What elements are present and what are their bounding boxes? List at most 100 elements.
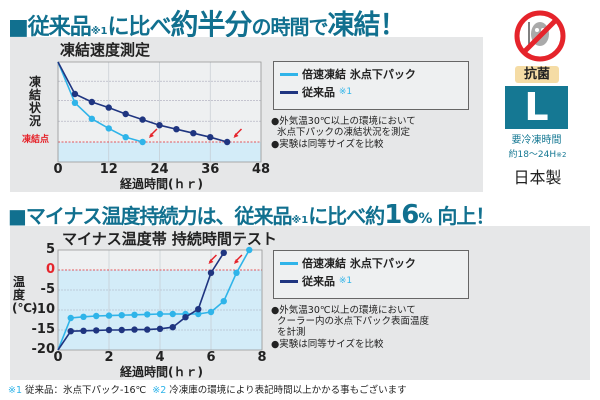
x-tick-label: 6 [206, 350, 216, 365]
origin-label: 日本製 [513, 168, 562, 187]
chart-2-note: ●外気温30℃以上の環境において クーラー内の氷点下パック表面温度 を計測 [271, 305, 430, 338]
headline-text: に比べ [107, 15, 172, 40]
data-point [182, 314, 189, 321]
headline-text: ■マイナス温度持続力は、従来品 [8, 204, 292, 228]
data-point [220, 249, 227, 256]
arrow-icon [233, 259, 239, 264]
legend-label-conventional: 従来品 [302, 275, 335, 288]
y-tick-label: -10 [31, 302, 56, 317]
data-point [118, 312, 125, 319]
freeze-time: 約18〜24H※2 [500, 150, 575, 161]
data-point [195, 310, 202, 318]
footnote-ref: ※1 [8, 385, 23, 396]
chart-1-legend: 倍速凍結 氷点下パック 従来品 ※1 [273, 61, 469, 110]
chart-2-legend: 倍速凍結 氷点下パック 従来品 ※1 [273, 250, 469, 299]
chart-1-title: 凍結速度測定 [60, 41, 151, 59]
data-point [139, 138, 146, 146]
headline-2: ■マイナス温度持続力は、従来品※1に比べ約16% 向上！ [8, 200, 495, 230]
headline-text: % [418, 211, 432, 227]
headline-text: 向上！ [431, 204, 495, 228]
data-point [246, 246, 253, 254]
data-point [67, 314, 74, 322]
x-tick-label: 12 [99, 162, 118, 177]
chart-1-xlabel: 経過時間(ｈｒ) [120, 177, 203, 191]
headline-text: に比べ約 [308, 204, 385, 228]
data-point [139, 116, 146, 123]
chart-2-title: マイナス温度帯 持続時間テスト [62, 230, 277, 248]
data-point [105, 125, 112, 132]
footnote-ref: ※2 [556, 151, 567, 159]
legend-swatch-conventional [280, 90, 298, 94]
data-point [156, 325, 164, 332]
data-point [93, 327, 100, 334]
y-tick-label: 5 [45, 242, 55, 257]
footnote-ref: ※1 [90, 26, 108, 37]
data-point [195, 306, 202, 313]
data-point [122, 110, 129, 118]
freeze-point-label: 凍結点 [22, 135, 50, 145]
data-point [207, 308, 215, 316]
headline-text: 従来品 [27, 15, 92, 40]
footnote-ref: ※1 [291, 215, 309, 226]
headline-1: ■従来品※1に比べ約半分の時間で凍結！ [8, 3, 407, 43]
data-point [144, 311, 151, 318]
legend-label-fast: 倍速凍結 氷点下パック [302, 68, 416, 81]
data-point [173, 126, 180, 133]
x-tick-label: 2 [104, 350, 114, 365]
data-point [88, 98, 96, 106]
chart-1-note: ●実験は同等サイズを比較 [271, 139, 384, 150]
legend-label-conventional: 従来品 [302, 86, 335, 99]
y-tick-label: -20 [31, 342, 56, 357]
data-point [67, 328, 74, 335]
data-point [169, 324, 176, 331]
data-point [207, 134, 214, 141]
data-point [220, 298, 227, 305]
x-tick-label: 8 [257, 350, 267, 365]
data-point [71, 99, 79, 107]
headline-emphasis: 16 [384, 200, 419, 230]
x-tick-label: 36 [201, 162, 220, 177]
data-point [207, 269, 215, 276]
x-tick-label: 48 [251, 162, 271, 177]
data-point [190, 130, 197, 137]
chart-2-xlabel: 経過時間(ｈｒ) [120, 365, 203, 379]
legend-label-fast: 倍速凍結 氷点下パック [302, 257, 416, 270]
arrow-icon [233, 133, 239, 138]
chart-1-ylabel: 凍結状況 [28, 75, 41, 128]
footer-notes: ※1 従来品：氷点下パック-16℃ ※2 冷凍庫の環境により表記時間以上かかる事… [8, 385, 407, 397]
arrow-icon [208, 259, 214, 264]
freeze-time-label: 要冷凍時間 [511, 135, 562, 146]
data-point [93, 312, 100, 320]
freeze-time-value: 約18〜24H [508, 150, 557, 160]
data-point [156, 122, 163, 129]
data-point [131, 326, 138, 333]
data-point [105, 104, 112, 111]
data-point [80, 313, 87, 320]
data-point [88, 115, 96, 123]
headline-emphasis: 凍結！ [327, 10, 407, 41]
footnote-text: 冷凍庫の環境により表記時間以上かかる事もございます [166, 385, 407, 396]
legend-swatch-fast [280, 261, 298, 265]
legend-swatch-fast [280, 72, 298, 76]
x-tick-label: 24 [150, 162, 169, 177]
x-tick-label: 0 [53, 350, 63, 365]
data-point [233, 269, 240, 276]
plot-border [57, 61, 262, 163]
data-point [223, 138, 231, 146]
data-point [169, 310, 176, 318]
chart-2-note: ●実験は同等サイズを比較 [271, 339, 384, 350]
headline-text: の時間で [251, 15, 329, 39]
size-badge: L [505, 86, 568, 129]
chart-2-ylabel: 温度(℃) [12, 275, 38, 315]
headline-emphasis: 約半分 [170, 8, 253, 41]
no-germs-icon [512, 8, 568, 64]
chart-1-note: ●外気温30℃以上の環境において 氷点下パックの凍結状況を測定 [271, 116, 416, 138]
plot-border [57, 249, 263, 351]
footnote-text: 従来品：氷点下パック-16℃ [22, 385, 153, 396]
data-point [131, 311, 138, 318]
data-point [156, 310, 164, 318]
footnote-ref: ※1 [338, 276, 353, 286]
x-tick-label: 4 [155, 350, 165, 365]
data-point [122, 134, 129, 141]
